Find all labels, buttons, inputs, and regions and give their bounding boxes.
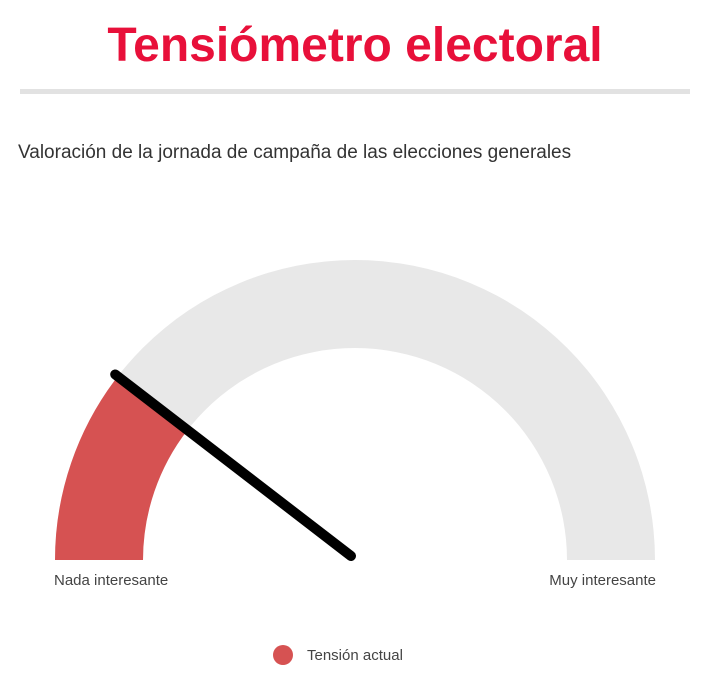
chart-subtitle: Valoración de la jornada de campaña de l… [18, 142, 572, 163]
legend: Tensión actual [273, 645, 403, 665]
gauge-value-band [55, 376, 188, 560]
legend-swatch [273, 645, 293, 665]
gauge-min-label: Nada interesante [54, 572, 168, 589]
gauge-needle [110, 369, 356, 561]
page-title: Tensiómetro electoral [107, 19, 603, 72]
gauge-max-label: Muy interesante [549, 572, 656, 589]
gauge-track [55, 260, 655, 560]
legend-label: Tensión actual [307, 647, 403, 664]
title-divider [20, 89, 690, 94]
